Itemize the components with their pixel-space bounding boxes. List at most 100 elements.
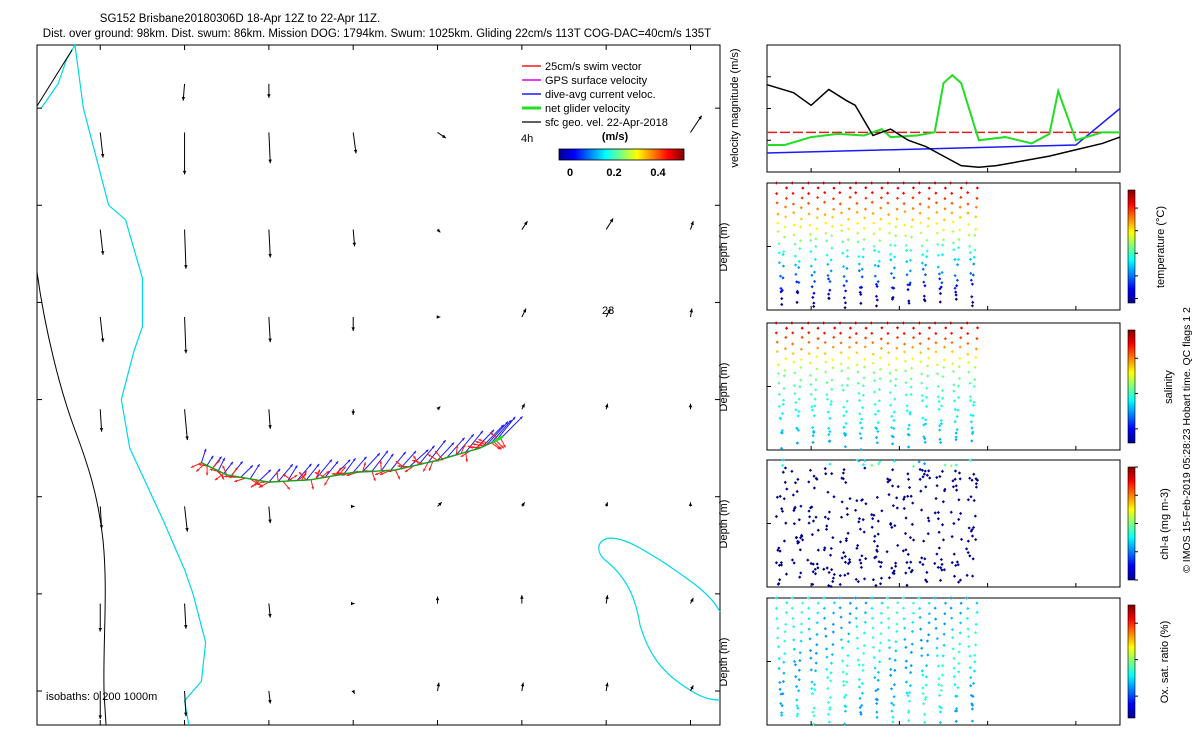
oxygen-sample (890, 687, 893, 690)
oxygen-sample (876, 716, 879, 719)
oxygen-sample (936, 637, 939, 640)
temperature-sample (841, 240, 844, 243)
temperature-sample (965, 181, 968, 184)
temperature-sample (970, 295, 973, 298)
oxygen-sample (833, 601, 836, 604)
chla-sample (825, 528, 828, 531)
temperature-sample (842, 265, 845, 268)
chla-sample (906, 495, 909, 498)
oxygen-sample (906, 694, 909, 697)
temperature-sample (864, 208, 867, 211)
temperature-sample (956, 279, 959, 282)
salinity-sample (886, 332, 889, 335)
oxygen-sample (928, 621, 931, 624)
salinity-sample (812, 434, 815, 437)
salinity-sample (937, 385, 940, 388)
salinity-sample (777, 363, 780, 366)
geo-arrow (185, 506, 188, 531)
salinity-sample (807, 341, 810, 344)
geo-arrow (185, 317, 186, 353)
salinity-sample (816, 327, 819, 330)
salinity-sample (798, 397, 801, 400)
chla-sample (871, 517, 874, 520)
temperature-sample (959, 216, 962, 219)
chla-sample (925, 571, 928, 574)
temperature-sample (952, 241, 955, 244)
temperature-sample (974, 215, 977, 218)
oxygen-sample (847, 640, 850, 643)
salinity-sample (858, 399, 861, 402)
isobath-line-north (37, 50, 72, 106)
oxygen-sample (975, 623, 978, 626)
salinity-sample (799, 366, 802, 369)
chla-sample (873, 535, 876, 538)
salinity-sample (880, 326, 883, 329)
salinity-sample (910, 367, 913, 370)
oxygen-sample (813, 683, 816, 686)
chla-sample (936, 484, 939, 487)
temperature-sample (920, 231, 923, 234)
salinity-sample (974, 366, 977, 369)
salinity-sample (776, 350, 779, 353)
oxygen-sample (880, 621, 883, 624)
chla-sample (921, 563, 924, 566)
geo-arrow-head (689, 404, 692, 408)
temperature-sample (777, 230, 780, 233)
salinity-sample (784, 347, 787, 350)
temperature-cbar-label: temperature (°C) (1155, 206, 1167, 288)
oxygen-sample (925, 675, 928, 678)
chla-sample (831, 580, 834, 583)
salinity-sample (973, 385, 976, 388)
salinity-sample (848, 346, 851, 349)
salinity-sample (822, 321, 825, 324)
temperature-sample (874, 275, 877, 278)
chla-sample (839, 583, 842, 586)
oxygen-sample (887, 639, 890, 642)
oxygen-sample (911, 630, 914, 633)
temperature-sample (894, 234, 897, 237)
oxygen-sample (902, 596, 905, 599)
chla-sample (783, 539, 786, 542)
temperature-sample (856, 222, 859, 225)
oxygen-sample (902, 617, 905, 620)
geo-arrow-head (605, 502, 608, 506)
oxygen-sample (861, 692, 864, 695)
temperature-sample (846, 255, 849, 258)
temperature-sample (858, 269, 861, 272)
oxygen-sample (877, 671, 880, 674)
temperature-sample (973, 248, 976, 251)
oxygen-sample (924, 683, 927, 686)
oxygen-sample (905, 691, 908, 694)
temperature-sample (910, 235, 913, 238)
temperature-sample (957, 238, 960, 241)
temperature-sample (969, 251, 972, 254)
temperature-sample (871, 212, 874, 215)
temperature-sample (832, 208, 835, 211)
temperature-sample (830, 234, 833, 237)
oxygen-sample (815, 633, 818, 636)
salinity-sample (921, 399, 924, 402)
salinity-sample (956, 409, 959, 412)
oxygen-sample (861, 664, 864, 667)
oxygen-sample (912, 612, 915, 615)
chla-sample (814, 568, 817, 571)
chla-sample (813, 486, 816, 489)
oxygen-sample (858, 663, 861, 666)
dac-arrow-head (204, 449, 206, 452)
temperature-sample (950, 202, 953, 205)
chla-sample (955, 489, 958, 492)
temperature-sample (975, 197, 978, 200)
chla-sample (824, 467, 827, 470)
salinity-sample (967, 371, 970, 374)
chla-sample (784, 466, 787, 469)
temperature-sample (776, 213, 779, 216)
temperature-sample (922, 268, 925, 271)
salinity-sample (871, 362, 874, 365)
chla-sample (844, 561, 847, 564)
salinity-sample (972, 404, 975, 407)
chla-sample (934, 497, 937, 500)
temperature-sample (942, 238, 945, 241)
salinity-sample (793, 384, 796, 387)
oxygen-sample (840, 626, 843, 629)
temperature-sample (879, 206, 882, 209)
